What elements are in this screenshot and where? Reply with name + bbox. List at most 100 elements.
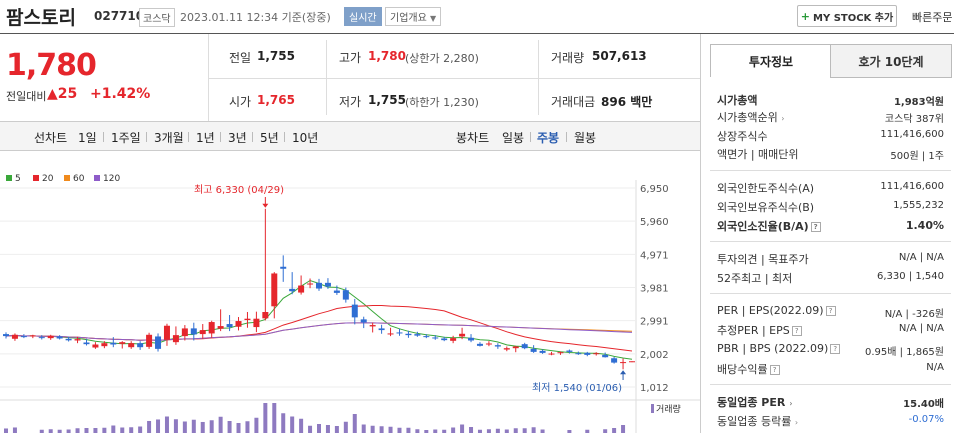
y-tick-label: 6,950 [640, 184, 669, 195]
price-chart[interactable]: 5 20 60 120 6,950 5,960 4,971 3,981 2,991 2,0… [0, 150, 700, 433]
tab-order-book[interactable]: 호가 10단계 [830, 44, 952, 78]
candle-body [557, 352, 564, 354]
tab-investment-info[interactable]: 투자정보 [710, 44, 832, 77]
candle-weekly[interactable]: 주봉 [537, 131, 560, 145]
volume-bar [138, 426, 143, 433]
volume-bar [102, 427, 107, 433]
panel-divider [700, 34, 701, 433]
industry-per-value: 15.40배 [903, 399, 944, 410]
candle-body [74, 339, 81, 341]
candle-body [387, 333, 394, 335]
candle-body [602, 354, 609, 358]
period-1d[interactable]: 1일 [78, 131, 97, 145]
foreign-ratio-value: 1.40% [905, 219, 944, 232]
volume-bar [415, 429, 420, 433]
volume-bar [424, 430, 429, 433]
open-value: 1,765 [257, 93, 295, 107]
industry-change-value: -0.07% [908, 414, 944, 425]
opinion-label: 투자의견 | 목표주가 [717, 253, 809, 266]
volume-bar [12, 427, 17, 433]
est-per-text: 추정PER | EPS [717, 324, 790, 337]
ma60-swatch [64, 175, 70, 181]
high-value: 1,780 [368, 49, 406, 63]
divider [208, 34, 209, 121]
volume-bar [227, 421, 232, 433]
candle-body [253, 318, 260, 328]
add-my-stock-button[interactable]: + MY STOCK 추가 [797, 5, 897, 27]
candle-body [289, 288, 296, 292]
volume-bar [164, 416, 169, 433]
candle-body [56, 336, 63, 339]
volume-bar [317, 424, 321, 433]
separator [252, 132, 253, 142]
volume-bar [469, 427, 474, 433]
chevron-right-icon: › [794, 418, 799, 427]
dividend-yield-value: N/A [926, 362, 944, 373]
quick-order-link[interactable]: 빠른주문 [912, 11, 953, 24]
pbr-bps-label[interactable]: PBR | BPS (2022.09)? [717, 342, 841, 355]
divider [538, 40, 539, 115]
dividend-yield-label[interactable]: 배당수익률? [717, 361, 780, 377]
chevron-right-icon: › [789, 399, 793, 408]
volume-bar [156, 419, 161, 433]
candle-body [217, 326, 224, 329]
market-cap-rank-label[interactable]: 시가총액순위 › [717, 109, 784, 125]
volume-bar [39, 429, 44, 433]
est-per-label[interactable]: 추정PER | EPS? [717, 322, 802, 338]
candle-daily[interactable]: 일봉 [502, 131, 525, 145]
candle-body [351, 304, 358, 318]
industry-change-label[interactable]: 동일업종 등락률 › [717, 413, 798, 429]
pbr-bps-value: 0.95배 | 1,865원 [864, 347, 944, 358]
period-3y[interactable]: 3년 [228, 131, 247, 145]
candles [3, 197, 635, 380]
volume-bar [343, 421, 348, 433]
high-annotation: 최고 6,330 (04/29) [194, 184, 284, 196]
volume-bar [66, 429, 71, 433]
volume-bar [477, 429, 482, 433]
candle-body [226, 324, 233, 328]
period-1w[interactable]: 1주일 [111, 131, 141, 145]
company-overview-dropdown[interactable]: 기업개요 ▼ [385, 7, 442, 26]
period-3m[interactable]: 3개월 [154, 131, 184, 145]
period-1y[interactable]: 1년 [196, 131, 215, 145]
foreign-ratio-text: 외국인소진율(B/A) [717, 220, 809, 233]
candle-body [83, 342, 90, 345]
candle-chart-label: 봉차트 [456, 131, 490, 145]
candle-monthly[interactable]: 월봉 [574, 131, 597, 145]
volume-legend-swatch [651, 404, 654, 413]
ma20-label: 20 [42, 174, 54, 184]
candle-body [450, 338, 457, 341]
foreign-ratio-label[interactable]: 외국인소진율(B/A)? [717, 218, 821, 234]
help-icon: ? [791, 326, 802, 336]
candle-body [396, 332, 403, 334]
candle-body [101, 343, 108, 347]
volume-bar [120, 427, 125, 433]
per-eps-text: PER | EPS(2022.09) [717, 304, 824, 317]
par-unit-value: 500원 | 1주 [890, 151, 944, 162]
volume-bar [263, 403, 268, 433]
separator [103, 132, 104, 142]
industry-per-label[interactable]: 동일업종 PER › [717, 394, 793, 410]
ma20-swatch [33, 175, 39, 181]
volume-bar [4, 428, 8, 433]
candle-body [190, 328, 197, 335]
per-eps-label[interactable]: PER | EPS(2022.09)? [717, 304, 836, 317]
candle-body [11, 334, 18, 339]
est-per-value: N/A | N/A [898, 323, 944, 334]
candle-body [476, 343, 483, 346]
separator [530, 132, 531, 142]
candle-body [503, 348, 510, 350]
period-5y[interactable]: 5년 [260, 131, 279, 145]
candle-body [155, 336, 162, 349]
realtime-badge[interactable]: 실시간 [344, 7, 382, 26]
ma5-label: 5 [15, 174, 21, 184]
candle-body [29, 335, 36, 337]
candle-body [468, 337, 475, 341]
foreign-hold-value: 1,555,232 [893, 200, 944, 211]
volume-bar [621, 425, 626, 433]
plus-icon: + [800, 9, 811, 23]
upper-limit: (상한가 2,280) [405, 52, 479, 65]
y-tick-label: 5,960 [640, 217, 669, 228]
volume-bar [531, 427, 536, 433]
period-10y[interactable]: 10년 [292, 131, 319, 145]
